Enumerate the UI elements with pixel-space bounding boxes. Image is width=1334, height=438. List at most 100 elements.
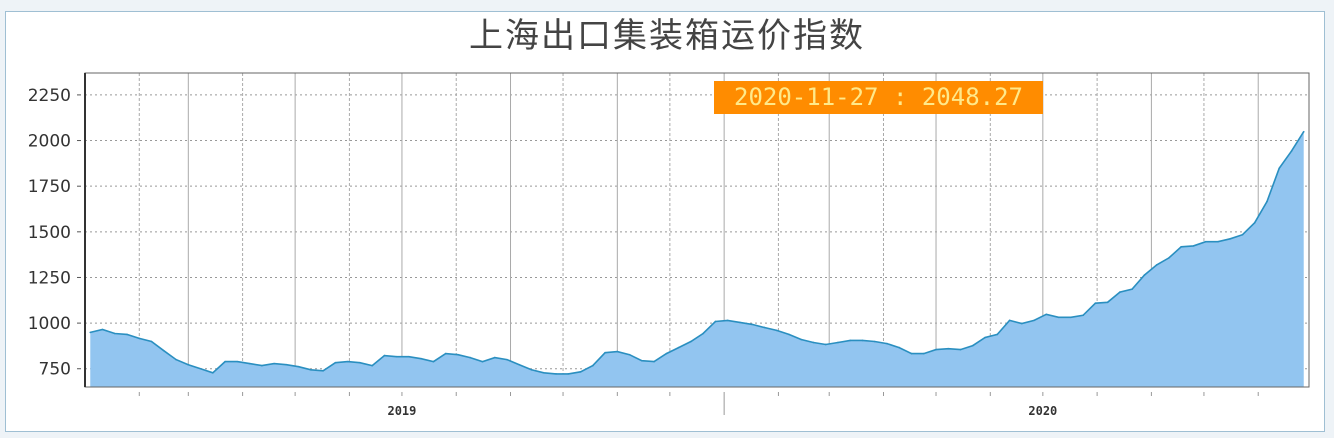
data-point xyxy=(886,342,888,345)
data-point xyxy=(702,332,704,335)
data-point xyxy=(285,363,288,366)
data-point xyxy=(334,361,337,364)
data-point xyxy=(1082,314,1084,317)
data-point xyxy=(616,350,619,353)
x-axis-ticks: 2019 2020 xyxy=(138,392,1259,418)
data-point xyxy=(408,355,410,358)
data-point xyxy=(101,328,104,331)
data-point xyxy=(175,358,177,361)
data-point xyxy=(1057,316,1060,319)
x-tick-label: 2019 xyxy=(387,404,416,418)
data-point xyxy=(187,363,190,366)
data-point xyxy=(555,373,557,375)
data-point xyxy=(739,321,741,324)
series-line xyxy=(90,131,1305,375)
data-point xyxy=(935,348,937,351)
data-point xyxy=(346,360,349,363)
data-point xyxy=(113,332,116,335)
y-tick-label: 2000 xyxy=(28,132,71,152)
data-point xyxy=(383,354,386,357)
data-point xyxy=(1033,319,1035,322)
series-area xyxy=(90,131,1304,387)
data-point xyxy=(518,363,521,366)
data-point xyxy=(628,353,631,356)
data-point xyxy=(297,365,300,368)
y-tick-label: 1750 xyxy=(28,177,71,197)
data-point xyxy=(714,320,717,323)
axes xyxy=(84,72,1310,388)
data-point xyxy=(1204,240,1207,243)
data-point xyxy=(812,341,815,344)
data-point xyxy=(1266,200,1268,203)
data-point xyxy=(273,362,275,365)
data-point xyxy=(1253,221,1256,224)
data-point xyxy=(947,347,950,350)
data-point xyxy=(567,373,570,375)
data-point xyxy=(653,360,655,363)
data-point xyxy=(996,333,999,336)
data-point xyxy=(395,355,398,358)
data-point xyxy=(1021,322,1023,325)
data-point xyxy=(469,356,472,359)
data-point xyxy=(89,331,92,334)
data-point xyxy=(371,364,373,367)
data-point xyxy=(837,341,839,344)
data-points xyxy=(89,130,1305,375)
data-point xyxy=(1290,150,1293,152)
data-point xyxy=(212,371,214,374)
data-point xyxy=(959,348,962,351)
data-point xyxy=(665,352,668,355)
chart-title: 上海出口集装箱运价指数 xyxy=(469,16,865,56)
data-point xyxy=(1168,257,1170,259)
data-point xyxy=(677,346,680,349)
grid xyxy=(85,73,1309,387)
data-point xyxy=(261,364,263,367)
data-area xyxy=(90,131,1305,387)
data-point xyxy=(910,352,913,355)
data-point xyxy=(1241,233,1244,236)
y-tick-label: 750 xyxy=(39,360,71,380)
y-tick-label: 1000 xyxy=(28,314,71,334)
data-point xyxy=(873,340,876,343)
data-point xyxy=(542,371,545,374)
data-point xyxy=(1155,264,1158,266)
latest-value-annotation: 2020-11-27 : 2048.27 xyxy=(714,81,1043,114)
data-point xyxy=(1106,301,1109,304)
data-point xyxy=(420,357,423,360)
data-point xyxy=(248,362,251,365)
data-point xyxy=(984,336,986,339)
data-point xyxy=(1094,302,1097,305)
y-tick-label: 1250 xyxy=(28,268,71,288)
data-point xyxy=(1302,130,1305,133)
data-point xyxy=(751,323,753,326)
data-point xyxy=(530,369,533,371)
data-point xyxy=(592,364,594,367)
data-point xyxy=(1143,274,1146,276)
data-point xyxy=(1119,291,1121,293)
x-tick-label: 2020 xyxy=(1028,404,1057,418)
data-point xyxy=(849,339,852,342)
data-point xyxy=(310,369,312,371)
data-point xyxy=(322,369,324,372)
data-point xyxy=(457,353,459,356)
data-point xyxy=(1045,313,1048,316)
data-point xyxy=(1131,288,1133,290)
data-point xyxy=(690,340,692,343)
data-point xyxy=(138,337,141,340)
data-point xyxy=(1217,240,1219,243)
data-point xyxy=(432,360,435,363)
data-point xyxy=(1192,245,1195,247)
y-tick-label: 2250 xyxy=(28,86,71,106)
data-point xyxy=(898,346,901,349)
data-point xyxy=(861,339,864,342)
data-point xyxy=(199,367,202,370)
data-point xyxy=(1070,316,1072,319)
data-point xyxy=(824,343,827,346)
data-point xyxy=(604,351,606,354)
data-point xyxy=(236,360,239,363)
y-tick-label: 1500 xyxy=(28,223,71,243)
data-point xyxy=(493,356,496,359)
data-point xyxy=(444,352,447,355)
data-point xyxy=(224,360,226,363)
